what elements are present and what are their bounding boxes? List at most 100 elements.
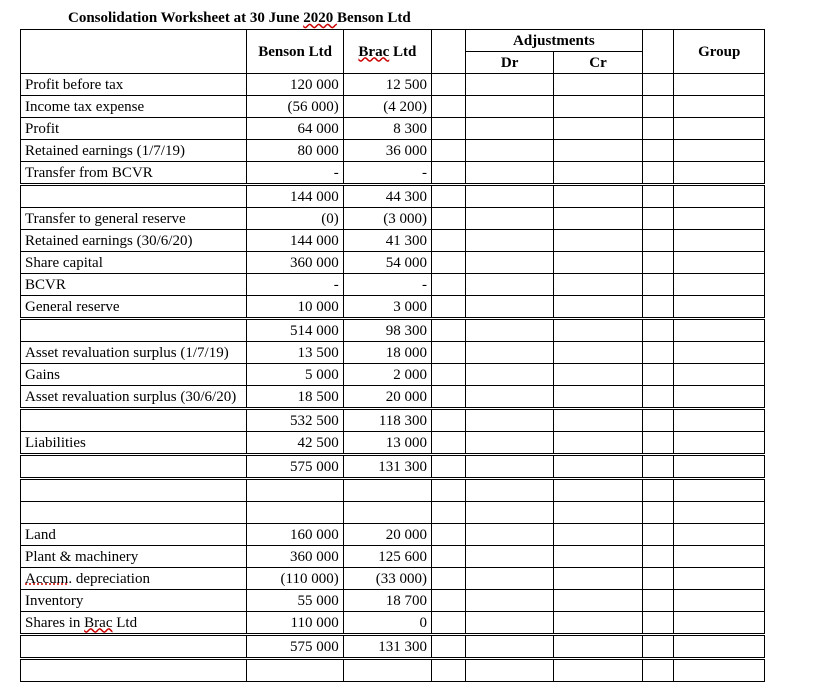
row-label: Shares in Brac Ltd [21,612,247,635]
cell-dr [466,364,554,386]
cell-brac: (3 000) [343,208,431,230]
cell-brac: (33 000) [343,568,431,590]
cell-spacer [642,568,674,590]
cell-benson: - [247,274,343,296]
cell-brac: 13 000 [343,432,431,455]
cell-spacer [432,524,466,546]
cell-cr [554,185,642,208]
cell-brac: 118 300 [343,409,431,432]
cell-group [674,96,765,118]
cell-brac: 2 000 [343,364,431,386]
table-row: Retained earnings (1/7/19)80 00036 000 [21,140,765,162]
table-row: Shares in Brac Ltd110 0000 [21,612,765,635]
cell-dr [466,659,554,682]
row-label [21,659,247,682]
cell-benson [247,479,343,502]
table-row: 575 000131 300 [21,455,765,479]
cell-dr [466,502,554,524]
cell-dr [466,409,554,432]
cell-dr [466,296,554,319]
table-row: Gains5 0002 000 [21,364,765,386]
header-dr: Dr [466,52,554,74]
cell-spacer [642,659,674,682]
cell-benson: 80 000 [247,140,343,162]
cell-spacer [642,409,674,432]
cell-cr [554,455,642,479]
cell-benson: (0) [247,208,343,230]
cell-brac: 18 000 [343,342,431,364]
cell-cr [554,162,642,185]
cell-cr [554,296,642,319]
cell-spacer [642,118,674,140]
header-group: Group [674,30,765,74]
row-label [21,409,247,432]
cell-spacer [432,162,466,185]
cell-benson: 144 000 [247,230,343,252]
cell-cr [554,479,642,502]
cell-spacer [432,568,466,590]
cell-group [674,455,765,479]
cell-brac: 8 300 [343,118,431,140]
cell-spacer [642,546,674,568]
row-label: Land [21,524,247,546]
cell-cr [554,432,642,455]
cell-group [674,118,765,140]
table-row: Income tax expense(56 000)(4 200) [21,96,765,118]
row-label [21,319,247,342]
cell-dr [466,118,554,140]
cell-cr [554,364,642,386]
cell-group [674,208,765,230]
table-row: Inventory55 00018 700 [21,590,765,612]
row-label: Profit [21,118,247,140]
cell-spacer [432,479,466,502]
cell-spacer [642,296,674,319]
cell-spacer [642,140,674,162]
cell-spacer [432,74,466,96]
cell-spacer [432,96,466,118]
cell-group [674,252,765,274]
title-prefix: Consolidation Worksheet at 30 June [68,10,303,26]
cell-brac: 3 000 [343,296,431,319]
cell-benson: 160 000 [247,524,343,546]
table-row [21,479,765,502]
cell-spacer [642,590,674,612]
cell-spacer [432,319,466,342]
cell-dr [466,342,554,364]
header-blank [21,30,247,74]
cell-spacer [642,524,674,546]
cell-benson: 575 000 [247,635,343,659]
cell-brac: - [343,162,431,185]
cell-brac [343,479,431,502]
table-row: Transfer from BCVR-- [21,162,765,185]
table-row: Land160 00020 000 [21,524,765,546]
cell-group [674,386,765,409]
cell-cr [554,502,642,524]
cell-brac: 54 000 [343,252,431,274]
cell-benson: 55 000 [247,590,343,612]
cell-group [674,274,765,296]
table-row: Retained earnings (30/6/20)144 00041 300 [21,230,765,252]
table-row: Plant & machinery360 000125 600 [21,546,765,568]
header-spacer1 [432,30,466,74]
cell-brac: 44 300 [343,185,431,208]
cell-spacer [432,274,466,296]
cell-spacer [642,208,674,230]
cell-dr [466,612,554,635]
cell-spacer [642,364,674,386]
cell-dr [466,432,554,455]
cell-cr [554,74,642,96]
cell-cr [554,568,642,590]
table-row: Profit before tax120 00012 500 [21,74,765,96]
cell-dr [466,96,554,118]
cell-brac: 131 300 [343,455,431,479]
cell-spacer [432,342,466,364]
cell-benson: 64 000 [247,118,343,140]
cell-dr [466,568,554,590]
cell-spacer [432,364,466,386]
cell-spacer [642,319,674,342]
cell-spacer [642,74,674,96]
cell-brac: 18 700 [343,590,431,612]
cell-dr [466,140,554,162]
cell-group [674,185,765,208]
cell-benson: 110 000 [247,612,343,635]
